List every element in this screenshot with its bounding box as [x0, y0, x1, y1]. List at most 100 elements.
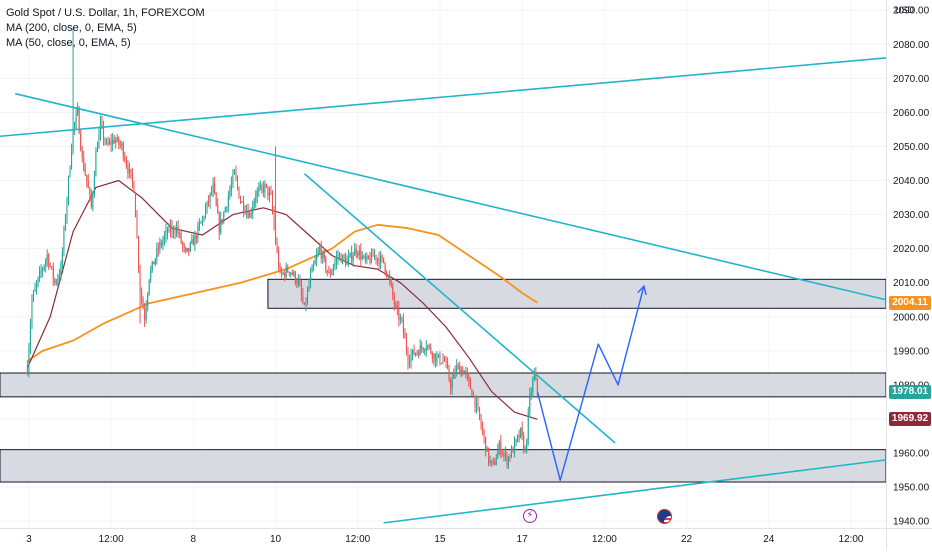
candle-body	[26, 367, 28, 374]
candle-body	[364, 255, 366, 261]
candle-body	[393, 295, 395, 305]
trendline	[15, 92, 887, 301]
candle-body	[262, 187, 264, 193]
candle-body	[86, 175, 88, 181]
candle-body	[310, 272, 312, 285]
candle-body	[398, 308, 400, 320]
candle-body	[495, 458, 497, 465]
time-axis: 3 12:00 8 10 12:00 15 17 12:00 22 24 12:00	[0, 528, 932, 545]
candle-body	[183, 245, 185, 248]
candle-body	[509, 456, 511, 458]
ma200-line	[26, 223, 538, 362]
candle-body	[323, 252, 325, 258]
price-tick-label: 2020.00	[893, 244, 930, 255]
candle-body	[253, 201, 255, 208]
candle-body	[87, 180, 89, 189]
candle-body	[451, 379, 453, 389]
candle-body	[139, 267, 141, 293]
candle-body	[479, 407, 481, 418]
price-tick-label: 1940.00	[893, 517, 930, 528]
price-tick-label: 1990.00	[893, 346, 930, 357]
candle-body	[334, 262, 336, 268]
us-flag-event-icon[interactable]	[656, 509, 672, 524]
candle-body	[267, 186, 269, 196]
candle-body	[297, 279, 299, 284]
candle-body	[527, 411, 529, 440]
candle-body	[233, 170, 235, 175]
candle-body	[466, 372, 468, 376]
candle-body	[425, 347, 427, 351]
candle-body	[273, 211, 275, 227]
candle-body	[518, 435, 520, 438]
candle-body	[101, 121, 103, 127]
candle-body	[60, 265, 62, 276]
candle-body	[32, 291, 35, 300]
legend-ma200[interactable]: MA (200, close, 0, EMA, 5)	[6, 22, 137, 34]
candle-body	[285, 267, 287, 277]
candle-body	[407, 351, 409, 363]
candle-body	[43, 265, 45, 270]
candle-body	[434, 353, 436, 363]
candle-body	[69, 168, 71, 177]
candle-body	[453, 372, 455, 380]
candle-body	[200, 221, 202, 224]
candle-body	[182, 242, 184, 246]
lightning-event-icon[interactable]: ⚡	[522, 509, 537, 523]
candle-body	[131, 173, 133, 182]
candle-body	[226, 207, 228, 209]
candle-body	[137, 237, 140, 268]
candle-body	[238, 186, 240, 199]
candle-body	[235, 170, 237, 179]
candle-body	[109, 141, 111, 144]
candle-body	[328, 272, 330, 274]
candle-body	[278, 250, 280, 268]
candle-body	[296, 282, 298, 284]
price-zone	[267, 278, 887, 309]
candle-body	[431, 352, 433, 359]
candle-body	[281, 271, 283, 274]
candle-body	[204, 208, 207, 218]
candle-body	[201, 217, 204, 222]
candle-body	[457, 365, 459, 367]
candle-body	[102, 126, 105, 140]
candle-body	[46, 254, 48, 261]
candle-body	[90, 194, 92, 208]
candle-body	[316, 255, 318, 261]
candle-body	[215, 193, 217, 206]
candle-body	[67, 176, 70, 200]
candle-body	[142, 299, 144, 309]
candle-body	[107, 142, 109, 144]
candle-body	[507, 456, 509, 465]
candle-body	[383, 257, 385, 263]
candle-body	[40, 270, 42, 272]
candle-body	[311, 266, 313, 273]
candle-body	[64, 218, 66, 229]
candle-body	[401, 317, 403, 320]
candle-body	[396, 306, 398, 309]
candle-body	[144, 308, 146, 320]
candle-body	[340, 254, 342, 263]
candle-body	[492, 460, 494, 463]
candle-body	[498, 441, 500, 451]
candle-body	[34, 287, 36, 292]
legend-ma50[interactable]: MA (50, close, 0, EMA, 5)	[6, 37, 131, 49]
candle-body	[530, 392, 532, 395]
candle-body	[229, 190, 231, 197]
candle-body	[474, 396, 476, 408]
candle-body	[36, 283, 38, 288]
candle-body	[284, 272, 286, 277]
candle-body	[145, 306, 147, 320]
candle-body	[443, 360, 446, 362]
candle-body	[217, 205, 219, 214]
candle-body	[83, 157, 85, 170]
candle-body	[127, 165, 129, 173]
candle-body	[89, 188, 91, 195]
candle-body	[325, 257, 327, 271]
candle-body	[54, 278, 56, 283]
candle-body	[180, 233, 182, 243]
candle-body	[454, 372, 456, 374]
candle-body	[148, 279, 150, 294]
price-tick-label: 2080.00	[893, 40, 930, 51]
